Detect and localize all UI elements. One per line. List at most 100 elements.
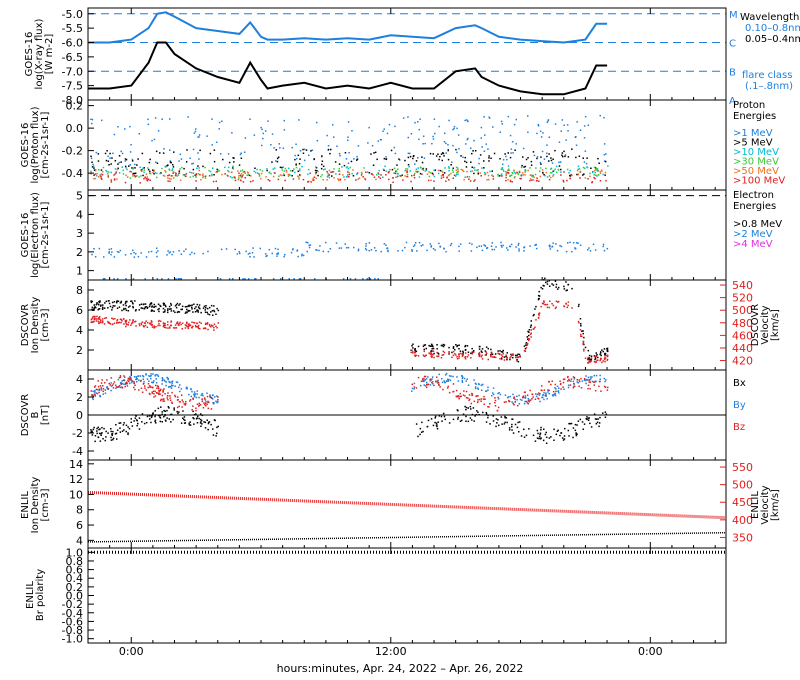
proton-point [432, 138, 435, 140]
b-component-point [458, 397, 460, 400]
dscovr-density-point [99, 300, 101, 302]
proton-point [468, 176, 471, 178]
proton-point [106, 150, 108, 152]
electron-2mev-point [180, 253, 183, 255]
proton-point [471, 170, 474, 172]
dscovr-velocity-point [181, 328, 183, 330]
b-component-point [177, 396, 179, 398]
proton-point [540, 136, 543, 138]
b-component-point [116, 438, 118, 440]
b-component-point [110, 436, 112, 439]
proton-point [293, 168, 295, 170]
b-component-point [114, 433, 117, 435]
dscovr-density-point [207, 313, 209, 315]
dscovr-density-point [125, 301, 127, 303]
proton-point [518, 170, 521, 173]
y-tick-label: -6.5 [62, 51, 83, 64]
b-component-point [445, 374, 447, 376]
proton-point [338, 179, 340, 181]
proton-point [238, 164, 241, 166]
dscovr-velocity-point [125, 321, 127, 323]
b-component-point [121, 430, 124, 432]
proton-point [486, 179, 488, 181]
b-component-point [213, 419, 216, 421]
b-component-point [548, 380, 550, 383]
proton-point [500, 168, 503, 170]
proton-point [272, 168, 274, 170]
dscovr-velocity-point [604, 357, 607, 359]
dscovr-velocity-point [167, 324, 169, 326]
proton-point [470, 161, 472, 163]
b-component-point [95, 388, 98, 391]
dscovr-density-point [414, 348, 416, 350]
proton-point [447, 149, 449, 151]
b-component-point [477, 399, 479, 401]
proton-point [443, 141, 446, 143]
proton-point [529, 178, 532, 180]
b-component-point [139, 375, 142, 377]
proton-point [542, 132, 544, 134]
dscovr-velocity-point [157, 320, 160, 323]
proton-point [166, 165, 168, 167]
dscovr-density-point [432, 345, 434, 348]
proton-y-axis-label: GOES-16 [20, 123, 31, 168]
b-component-point [425, 386, 428, 389]
xray-legend-long: 0.10–0.8nm [745, 23, 800, 34]
proton-point [121, 166, 123, 168]
proton-point [443, 172, 446, 174]
b-component-point [478, 414, 480, 416]
electron-2mev-point [594, 249, 597, 251]
proton-point [365, 171, 367, 173]
electron-2mev-point [507, 249, 509, 251]
b-component-point [555, 433, 558, 436]
b-component-point [110, 389, 112, 392]
proton-point [543, 174, 545, 176]
b-component-point [160, 406, 162, 408]
dscovr-density-point [208, 313, 211, 316]
dscovr-velocity-point [548, 306, 551, 309]
proton-point [93, 165, 95, 168]
proton-point [298, 178, 300, 180]
proton-point [374, 151, 377, 154]
electron-2mev-point [588, 247, 590, 249]
dscovr-velocity-point [543, 301, 545, 303]
dscovr-velocity-point [414, 355, 416, 357]
proton-point [358, 177, 361, 179]
b-component-point [437, 380, 439, 383]
proton-point [294, 154, 296, 157]
b-component-point [184, 419, 186, 422]
proton-point [376, 174, 378, 176]
electron-2mev-low-point [125, 278, 127, 280]
dscovr-density-point [150, 303, 153, 305]
b-component-point [180, 388, 183, 390]
proton-point [232, 157, 234, 159]
proton-point [382, 130, 384, 132]
dscovr-density-point [526, 338, 529, 341]
b-component-point [477, 395, 479, 397]
dscovr-density-point [191, 306, 193, 309]
b-component-point [421, 421, 423, 424]
electron-2mev-low-point [180, 278, 182, 280]
electron-2mev-point [245, 250, 247, 253]
proton-point [550, 159, 553, 162]
b-component-point [161, 379, 163, 382]
dscovr-density-point [163, 303, 165, 305]
b-component-point [182, 401, 184, 403]
dscovr-velocity-point [430, 352, 432, 354]
b-component-point [541, 385, 543, 387]
dscovr-velocity-point [595, 355, 597, 358]
electron-2mev-point [438, 242, 440, 245]
b-component-point [536, 393, 539, 396]
b-component-point [443, 380, 445, 382]
enlil-velocity-label: [km/s] [770, 489, 781, 521]
proton-point [126, 176, 129, 178]
b-component-point [498, 424, 500, 427]
b-component-point [494, 397, 496, 399]
dscovr-density-point [99, 301, 101, 303]
proton-point [260, 177, 262, 180]
b-component-point [163, 409, 165, 412]
b-component-point [107, 432, 109, 434]
x-tick-label: 12:00 [375, 645, 407, 658]
b-component-point [411, 390, 413, 392]
proton-point [524, 174, 526, 176]
